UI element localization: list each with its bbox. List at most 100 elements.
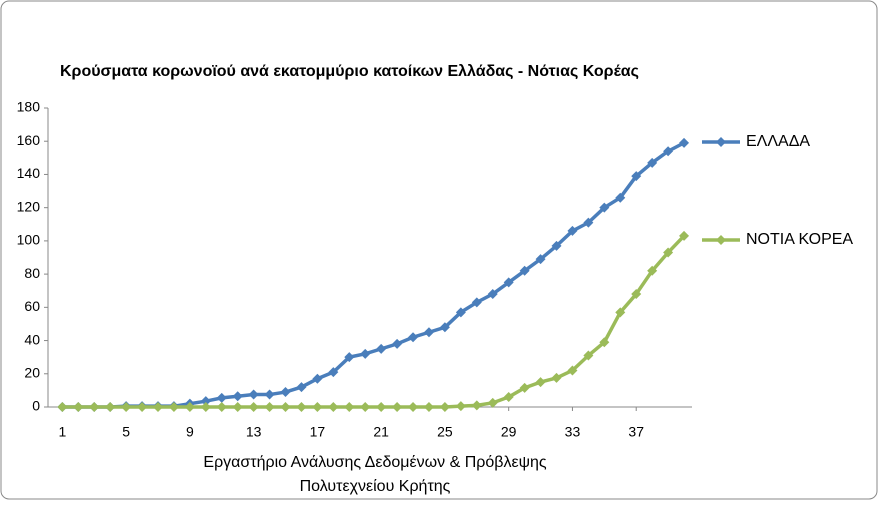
legend-marker bbox=[716, 235, 726, 245]
point bbox=[439, 322, 450, 333]
point bbox=[121, 402, 132, 412]
point bbox=[296, 402, 307, 412]
x-axis-label: Πολυτεχνείου Κρήτης bbox=[300, 478, 451, 495]
point bbox=[89, 402, 100, 412]
y-tick-label: 120 bbox=[17, 198, 41, 214]
point bbox=[519, 265, 530, 276]
y-tick-label: 160 bbox=[17, 132, 41, 148]
point bbox=[599, 202, 610, 213]
x-tick-label: 37 bbox=[628, 424, 644, 440]
point bbox=[647, 157, 658, 168]
y-tick-label: 100 bbox=[17, 232, 41, 248]
point bbox=[583, 350, 594, 361]
point bbox=[535, 377, 546, 388]
series-line bbox=[62, 234, 686, 409]
point bbox=[312, 402, 323, 412]
point bbox=[487, 397, 498, 408]
point bbox=[392, 338, 403, 349]
point bbox=[647, 265, 658, 276]
point bbox=[216, 402, 227, 412]
point bbox=[408, 332, 419, 343]
point bbox=[471, 400, 482, 411]
point bbox=[455, 307, 466, 318]
point bbox=[296, 382, 307, 393]
point bbox=[232, 391, 243, 402]
y-tick-label: 140 bbox=[17, 165, 41, 181]
point bbox=[567, 225, 578, 236]
point bbox=[679, 137, 690, 148]
x-tick-label: 1 bbox=[58, 424, 66, 440]
y-tick-label: 20 bbox=[24, 364, 40, 380]
point bbox=[663, 146, 674, 157]
chart-title: Κρούσματα κορωνοϊού ανά εκατομμύριο κατο… bbox=[60, 63, 639, 80]
point bbox=[376, 402, 387, 412]
legend-marker bbox=[716, 137, 726, 147]
point bbox=[216, 392, 227, 403]
point bbox=[503, 392, 514, 403]
point bbox=[519, 382, 530, 393]
point bbox=[615, 307, 626, 318]
point bbox=[232, 402, 243, 412]
x-tick-label: 13 bbox=[246, 424, 262, 440]
point bbox=[487, 289, 498, 300]
x-tick-label: 33 bbox=[565, 424, 581, 440]
point bbox=[615, 192, 626, 203]
point bbox=[248, 402, 259, 412]
point bbox=[376, 343, 387, 354]
y-tick-label: 0 bbox=[32, 398, 40, 414]
point bbox=[455, 401, 466, 412]
x-tick-label: 25 bbox=[437, 424, 453, 440]
point bbox=[439, 402, 450, 412]
x-tick-label: 9 bbox=[186, 424, 194, 440]
x-tick-label: 29 bbox=[501, 424, 517, 440]
x-axis-label: Εργαστήριο Ανάλυσης Δεδομένων & Πρόβλεψη… bbox=[203, 454, 547, 471]
point bbox=[583, 217, 594, 228]
point bbox=[663, 247, 674, 258]
point bbox=[312, 373, 323, 384]
x-tick-label: 21 bbox=[373, 424, 389, 440]
point bbox=[535, 254, 546, 265]
point bbox=[471, 297, 482, 308]
point bbox=[137, 402, 148, 412]
y-tick-label: 60 bbox=[24, 298, 40, 314]
point bbox=[152, 402, 163, 412]
y-tick-label: 40 bbox=[24, 331, 40, 347]
x-tick-label: 5 bbox=[122, 424, 130, 440]
point bbox=[631, 289, 642, 300]
point bbox=[599, 337, 610, 348]
point bbox=[392, 402, 403, 412]
point bbox=[280, 402, 291, 412]
point bbox=[567, 365, 578, 376]
point bbox=[200, 402, 211, 412]
point bbox=[344, 402, 355, 412]
point bbox=[328, 367, 339, 378]
point bbox=[105, 402, 116, 412]
point bbox=[360, 348, 371, 359]
point bbox=[344, 352, 355, 363]
y-tick-label: 80 bbox=[24, 265, 40, 281]
point bbox=[200, 396, 211, 407]
y-tick-label: 180 bbox=[17, 99, 41, 115]
point bbox=[280, 387, 291, 398]
point bbox=[408, 402, 419, 412]
point bbox=[360, 402, 371, 412]
point bbox=[551, 372, 562, 383]
point bbox=[264, 402, 275, 412]
point bbox=[73, 402, 84, 412]
legend-label: ΕΛΛΑΔΑ bbox=[746, 133, 810, 150]
point bbox=[679, 230, 690, 241]
point bbox=[551, 240, 562, 251]
point bbox=[631, 171, 642, 182]
point bbox=[423, 402, 434, 412]
point bbox=[423, 327, 434, 338]
point bbox=[503, 277, 514, 288]
point bbox=[184, 402, 195, 412]
legend-label: ΝΟΤΙΑ ΚΟΡΕΑ bbox=[746, 231, 853, 248]
point bbox=[264, 389, 275, 400]
point bbox=[328, 402, 339, 412]
point bbox=[168, 402, 179, 412]
x-tick-label: 17 bbox=[310, 424, 326, 440]
point bbox=[57, 402, 68, 412]
